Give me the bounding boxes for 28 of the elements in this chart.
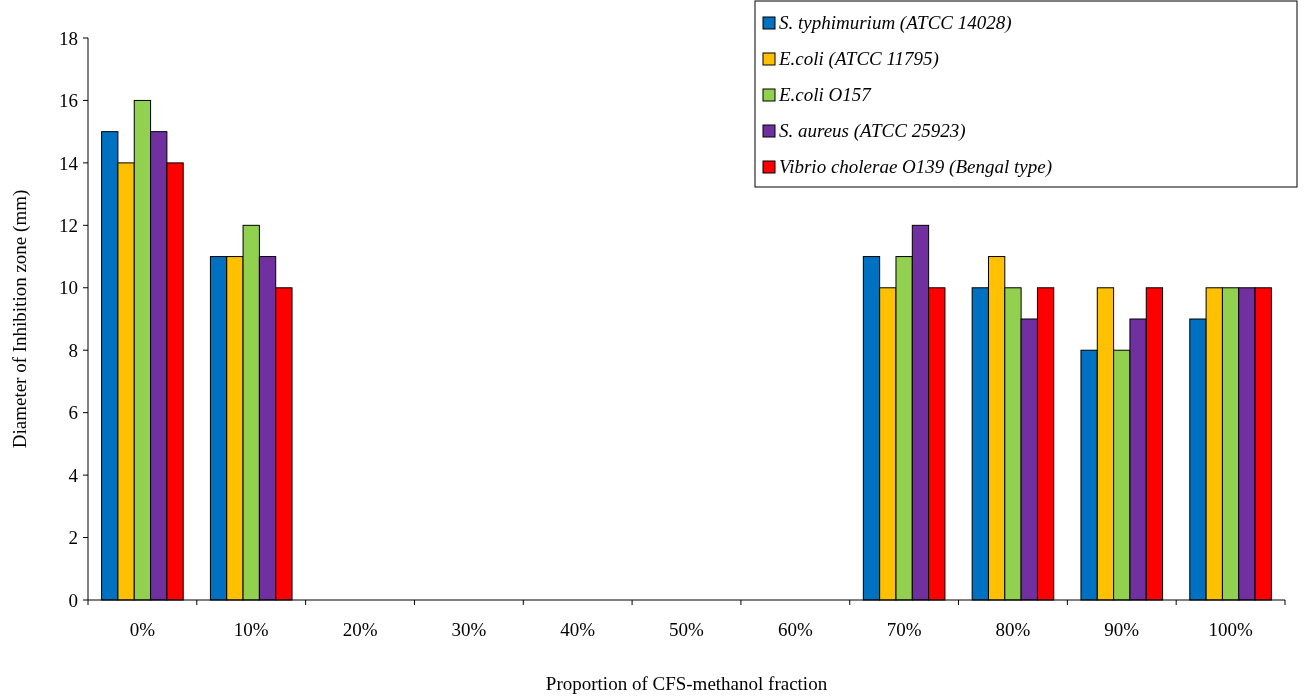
y-axis-title: Diameter of Inhibition zone (mm) <box>9 189 31 449</box>
x-tick-label: 90% <box>1104 619 1140 640</box>
x-tick-label: 0% <box>129 619 156 640</box>
y-tick-label: 2 <box>68 527 78 549</box>
y-tick-label: 0 <box>68 589 78 611</box>
legend-label: E.coli O157 <box>778 84 873 105</box>
y-tick-label: 18 <box>59 27 78 49</box>
y-tick-label: 6 <box>68 402 78 424</box>
legend-label: E.coli (ATCC 11795) <box>778 48 939 70</box>
x-tick-label: 30% <box>451 619 487 640</box>
x-tick-label: 80% <box>995 619 1031 640</box>
y-tick-label: 14 <box>59 152 79 174</box>
x-tick-label: 20% <box>342 619 378 640</box>
legend-label: S. aureus (ATCC 25923) <box>779 120 966 142</box>
y-tick-label: 16 <box>59 90 78 112</box>
y-tick-label: 12 <box>59 214 78 236</box>
legend-label: Vibrio cholerae O139 (Bengal type) <box>779 156 1052 178</box>
x-axis-title: Proportion of CFS-methanol fraction <box>545 673 828 694</box>
x-tick-label: 50% <box>669 619 705 640</box>
x-tick-label: 10% <box>233 619 269 640</box>
x-tick-label: 70% <box>886 619 922 640</box>
x-tick-label: 100% <box>1208 619 1253 640</box>
legend-label: S. typhimurium (ATCC 14028) <box>779 12 1012 34</box>
x-tick-label: 40% <box>560 619 596 640</box>
y-tick-label: 4 <box>68 464 79 486</box>
y-tick-label: 8 <box>68 339 78 361</box>
x-tick-label: 60% <box>777 619 813 640</box>
y-tick-label: 10 <box>59 277 78 299</box>
